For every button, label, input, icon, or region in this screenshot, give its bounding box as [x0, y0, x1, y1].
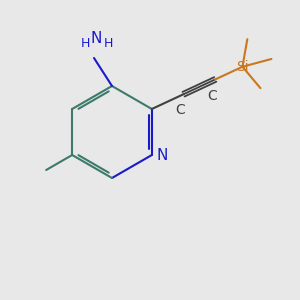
Text: N: N: [90, 31, 102, 46]
Text: C: C: [175, 103, 185, 118]
Text: Si: Si: [236, 60, 249, 74]
Text: H: H: [81, 37, 90, 50]
Text: N: N: [157, 148, 168, 163]
Text: C: C: [207, 89, 217, 103]
Text: H: H: [104, 37, 113, 50]
